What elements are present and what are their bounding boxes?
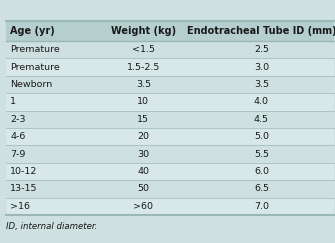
Text: >60: >60 [133,202,153,211]
Text: 3.5: 3.5 [136,80,151,89]
Text: 1: 1 [10,97,16,106]
Bar [6,21,334,215]
Text: 50: 50 [137,184,149,193]
Text: 30: 30 [137,150,149,159]
Text: Newborn: Newborn [10,80,52,89]
Text: Age (yr): Age (yr) [10,26,55,36]
Text: 5.5: 5.5 [254,150,269,159]
Text: 10: 10 [137,97,149,106]
Text: Premature: Premature [10,63,60,72]
Text: Weight (kg): Weight (kg) [111,26,176,36]
Text: 15: 15 [137,115,149,124]
Bar [6,93,334,111]
Text: 5.0: 5.0 [254,132,269,141]
Text: 4-6: 4-6 [10,132,25,141]
Text: 3.0: 3.0 [254,63,269,72]
Text: 10-12: 10-12 [10,167,38,176]
Bar [6,59,334,76]
Bar [6,163,334,180]
Text: 40: 40 [137,167,149,176]
Bar [6,198,334,215]
Text: 2.5: 2.5 [254,45,269,54]
Bar [6,128,334,146]
Text: 7-9: 7-9 [10,150,25,159]
Text: 7.0: 7.0 [254,202,269,211]
Text: 13-15: 13-15 [10,184,38,193]
Text: Endotracheal Tube ID (mm): Endotracheal Tube ID (mm) [187,26,335,36]
Bar [6,21,334,41]
Text: Premature: Premature [10,45,60,54]
Text: >16: >16 [10,202,30,211]
Text: 2-3: 2-3 [10,115,25,124]
Text: 4.5: 4.5 [254,115,269,124]
Text: ID, internal diameter.: ID, internal diameter. [6,222,97,231]
Text: 3.5: 3.5 [254,80,269,89]
Text: 1.5-2.5: 1.5-2.5 [127,63,160,72]
Text: <1.5: <1.5 [132,45,155,54]
Text: 6.0: 6.0 [254,167,269,176]
Text: 6.5: 6.5 [254,184,269,193]
Text: 4.0: 4.0 [254,97,269,106]
Text: 20: 20 [137,132,149,141]
